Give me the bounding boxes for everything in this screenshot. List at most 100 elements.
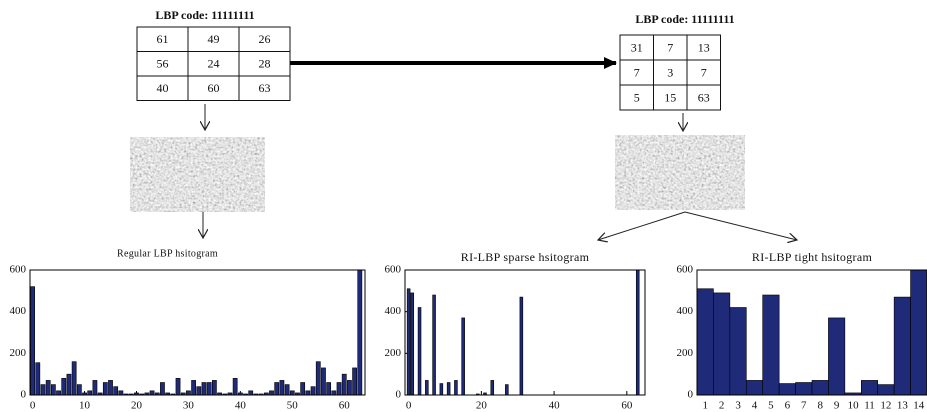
chart-title: Regular LBP hsitogram	[117, 248, 218, 259]
y-tick-label: 400	[385, 305, 402, 317]
x-tick-label: 10	[848, 400, 860, 412]
bar	[446, 382, 451, 396]
y-tick-label: 0	[21, 389, 27, 401]
x-tick-label: 8	[817, 400, 823, 412]
bar	[274, 382, 280, 396]
bar	[425, 380, 429, 396]
texture-image	[130, 137, 265, 212]
bar	[35, 362, 41, 396]
bar	[108, 380, 113, 396]
bar	[30, 286, 35, 396]
grid-cell	[136, 51, 189, 77]
x-tick-label: 10	[79, 400, 91, 412]
bar	[828, 317, 846, 396]
diagram: LBP code: 11111111 LBP code: 11111111	[130, 8, 797, 240]
bar	[232, 378, 238, 396]
grid-value: 7	[701, 65, 707, 79]
grid-value: 28	[259, 57, 271, 71]
bar	[92, 380, 98, 396]
bar	[50, 384, 56, 396]
grid-value: 56	[157, 57, 169, 71]
grid-value: 13	[698, 40, 710, 54]
grid-cell	[686, 59, 721, 86]
grid-cell	[653, 34, 688, 61]
y-tick-label: 600	[677, 264, 694, 276]
grid-value: 26	[259, 32, 271, 46]
bar	[40, 384, 46, 396]
bar	[417, 307, 422, 396]
grid-value: 61	[157, 32, 169, 46]
bar	[357, 269, 363, 396]
bar	[696, 288, 714, 396]
y-tick-label: 200	[10, 347, 27, 359]
x-tick-label: 13	[897, 400, 909, 412]
x-tick-label: 20	[476, 400, 488, 412]
grid-cell	[187, 75, 240, 101]
bar	[269, 390, 274, 396]
bar	[102, 382, 108, 396]
bar	[212, 380, 217, 396]
bar	[762, 294, 780, 396]
plot-frame	[29, 269, 366, 396]
grid-value: 24	[208, 57, 220, 71]
bar	[331, 390, 337, 396]
x-tick-label: 5	[768, 400, 774, 412]
bar	[893, 296, 911, 396]
bar	[713, 292, 731, 396]
y-tick-label: 600	[10, 264, 27, 276]
grid-cell	[619, 84, 654, 111]
grid-cell	[653, 59, 688, 86]
x-tick-label: 4	[752, 400, 758, 412]
x-tick-label: 9	[834, 400, 840, 412]
bar	[406, 288, 411, 396]
y-tick-label: 200	[677, 347, 694, 359]
bar	[175, 378, 181, 396]
grid-cell	[187, 51, 240, 77]
grid-value: 31	[631, 40, 643, 54]
x-tick-label: 40	[549, 400, 561, 412]
grid-value: 7	[667, 40, 673, 54]
texture-image	[615, 135, 745, 210]
bar	[729, 307, 747, 396]
grid-value: 15	[664, 90, 676, 104]
grid-value: 49	[208, 32, 220, 46]
bar	[310, 386, 316, 396]
grid-cell	[136, 26, 189, 52]
grid-cell	[686, 34, 721, 61]
grid-cell	[619, 34, 654, 61]
bar	[289, 390, 295, 396]
bar	[279, 380, 285, 396]
bar	[877, 384, 895, 396]
bar	[71, 361, 77, 396]
lbp-code-label: LBP code: 11111111	[155, 8, 254, 22]
arrow	[684, 211, 797, 240]
bar	[248, 390, 254, 396]
x-tick-label: 1	[702, 400, 708, 412]
x-tick-label: 14	[913, 400, 925, 412]
bar	[87, 390, 93, 396]
x-tick-label: 2	[719, 400, 725, 412]
x-tick-label: 11	[864, 400, 875, 412]
bar	[305, 390, 311, 396]
x-tick-label: 12	[880, 400, 891, 412]
x-tick-label: 50	[287, 400, 299, 412]
bar	[206, 382, 212, 396]
bar	[341, 373, 347, 396]
bar	[461, 317, 465, 396]
bar	[56, 390, 61, 396]
grid-value: 5	[634, 90, 640, 104]
bar	[505, 384, 509, 396]
bar	[76, 384, 82, 396]
bar	[432, 294, 436, 396]
grid-value: 3	[667, 65, 673, 79]
bar	[284, 384, 290, 396]
bar	[300, 382, 306, 396]
bar	[201, 382, 207, 396]
bar	[635, 269, 640, 396]
x-tick-label: 30	[183, 400, 195, 412]
plot-frame	[696, 269, 927, 396]
grid-cell	[653, 84, 688, 111]
x-tick-label: 3	[735, 400, 741, 412]
